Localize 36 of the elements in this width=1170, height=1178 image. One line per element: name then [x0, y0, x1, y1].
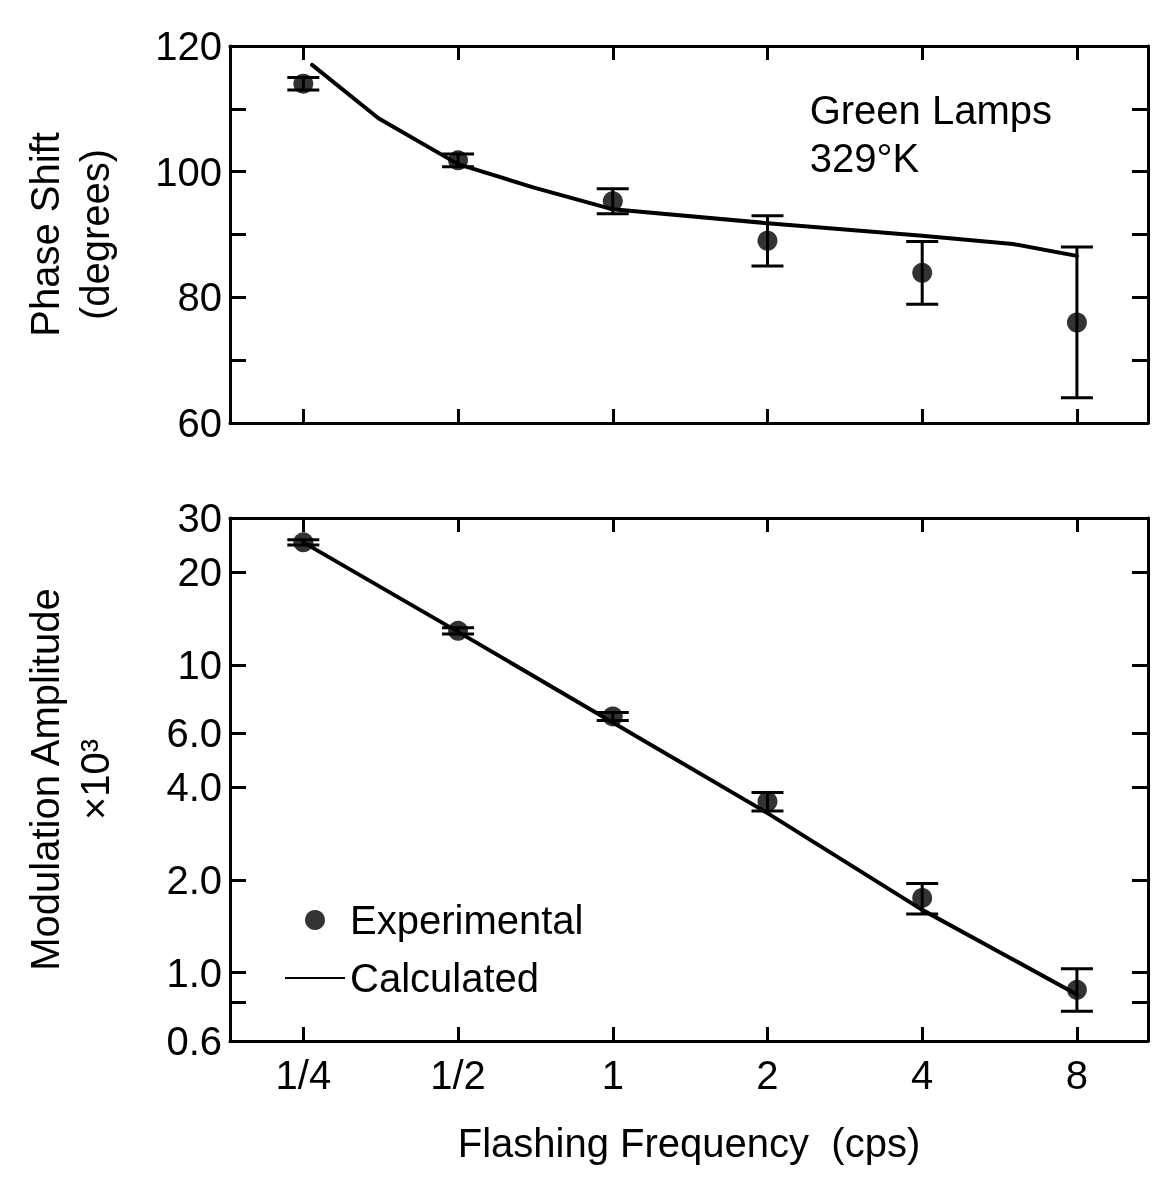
x-axis-title: Flashing Frequency (cps) — [457, 1121, 921, 1165]
y-tick-label: 20 — [177, 550, 222, 595]
legend-label: Experimental — [350, 898, 584, 942]
x-tick-label: 1/2 — [430, 1053, 486, 1097]
point — [448, 150, 469, 171]
y-tick-label: 80 — [177, 275, 222, 320]
y-tick-label: 30 — [177, 496, 222, 540]
point — [602, 191, 623, 212]
point — [912, 887, 933, 908]
y-tick-label: 1.0 — [166, 950, 222, 995]
x-tick-label: 1/4 — [275, 1053, 332, 1097]
y-tick-label: 4.0 — [166, 765, 222, 810]
point — [912, 262, 933, 283]
y-tick-label: 120 — [155, 24, 222, 68]
annotation: Green Lamps 329°K — [809, 88, 1052, 180]
y-tick-label: 0.6 — [166, 1019, 222, 1063]
y-tick-label: 10 — [177, 642, 222, 687]
x-tick-label: 2 — [756, 1053, 779, 1097]
x-tick-label: 4 — [911, 1053, 934, 1097]
point — [757, 230, 778, 251]
y-tick-label: 2.0 — [166, 858, 222, 903]
y-tick-label: 60 — [177, 401, 222, 445]
point — [757, 791, 778, 812]
point — [293, 532, 314, 553]
point — [1066, 312, 1087, 333]
y-axis-title: Modulation Amplitude ×10³ — [23, 588, 117, 971]
point — [293, 73, 314, 94]
x-tick-label: 8 — [1065, 1053, 1089, 1097]
y-tick-label: 100 — [155, 149, 222, 194]
y-axis-title: Phase Shift (degrees) — [23, 132, 117, 337]
point — [602, 706, 623, 727]
x-tick-label: 1 — [601, 1053, 624, 1097]
point — [448, 620, 469, 641]
y-tick-label: 6.0 — [166, 711, 222, 756]
point — [1066, 979, 1087, 1000]
legend-label: Calculated — [350, 956, 540, 1000]
